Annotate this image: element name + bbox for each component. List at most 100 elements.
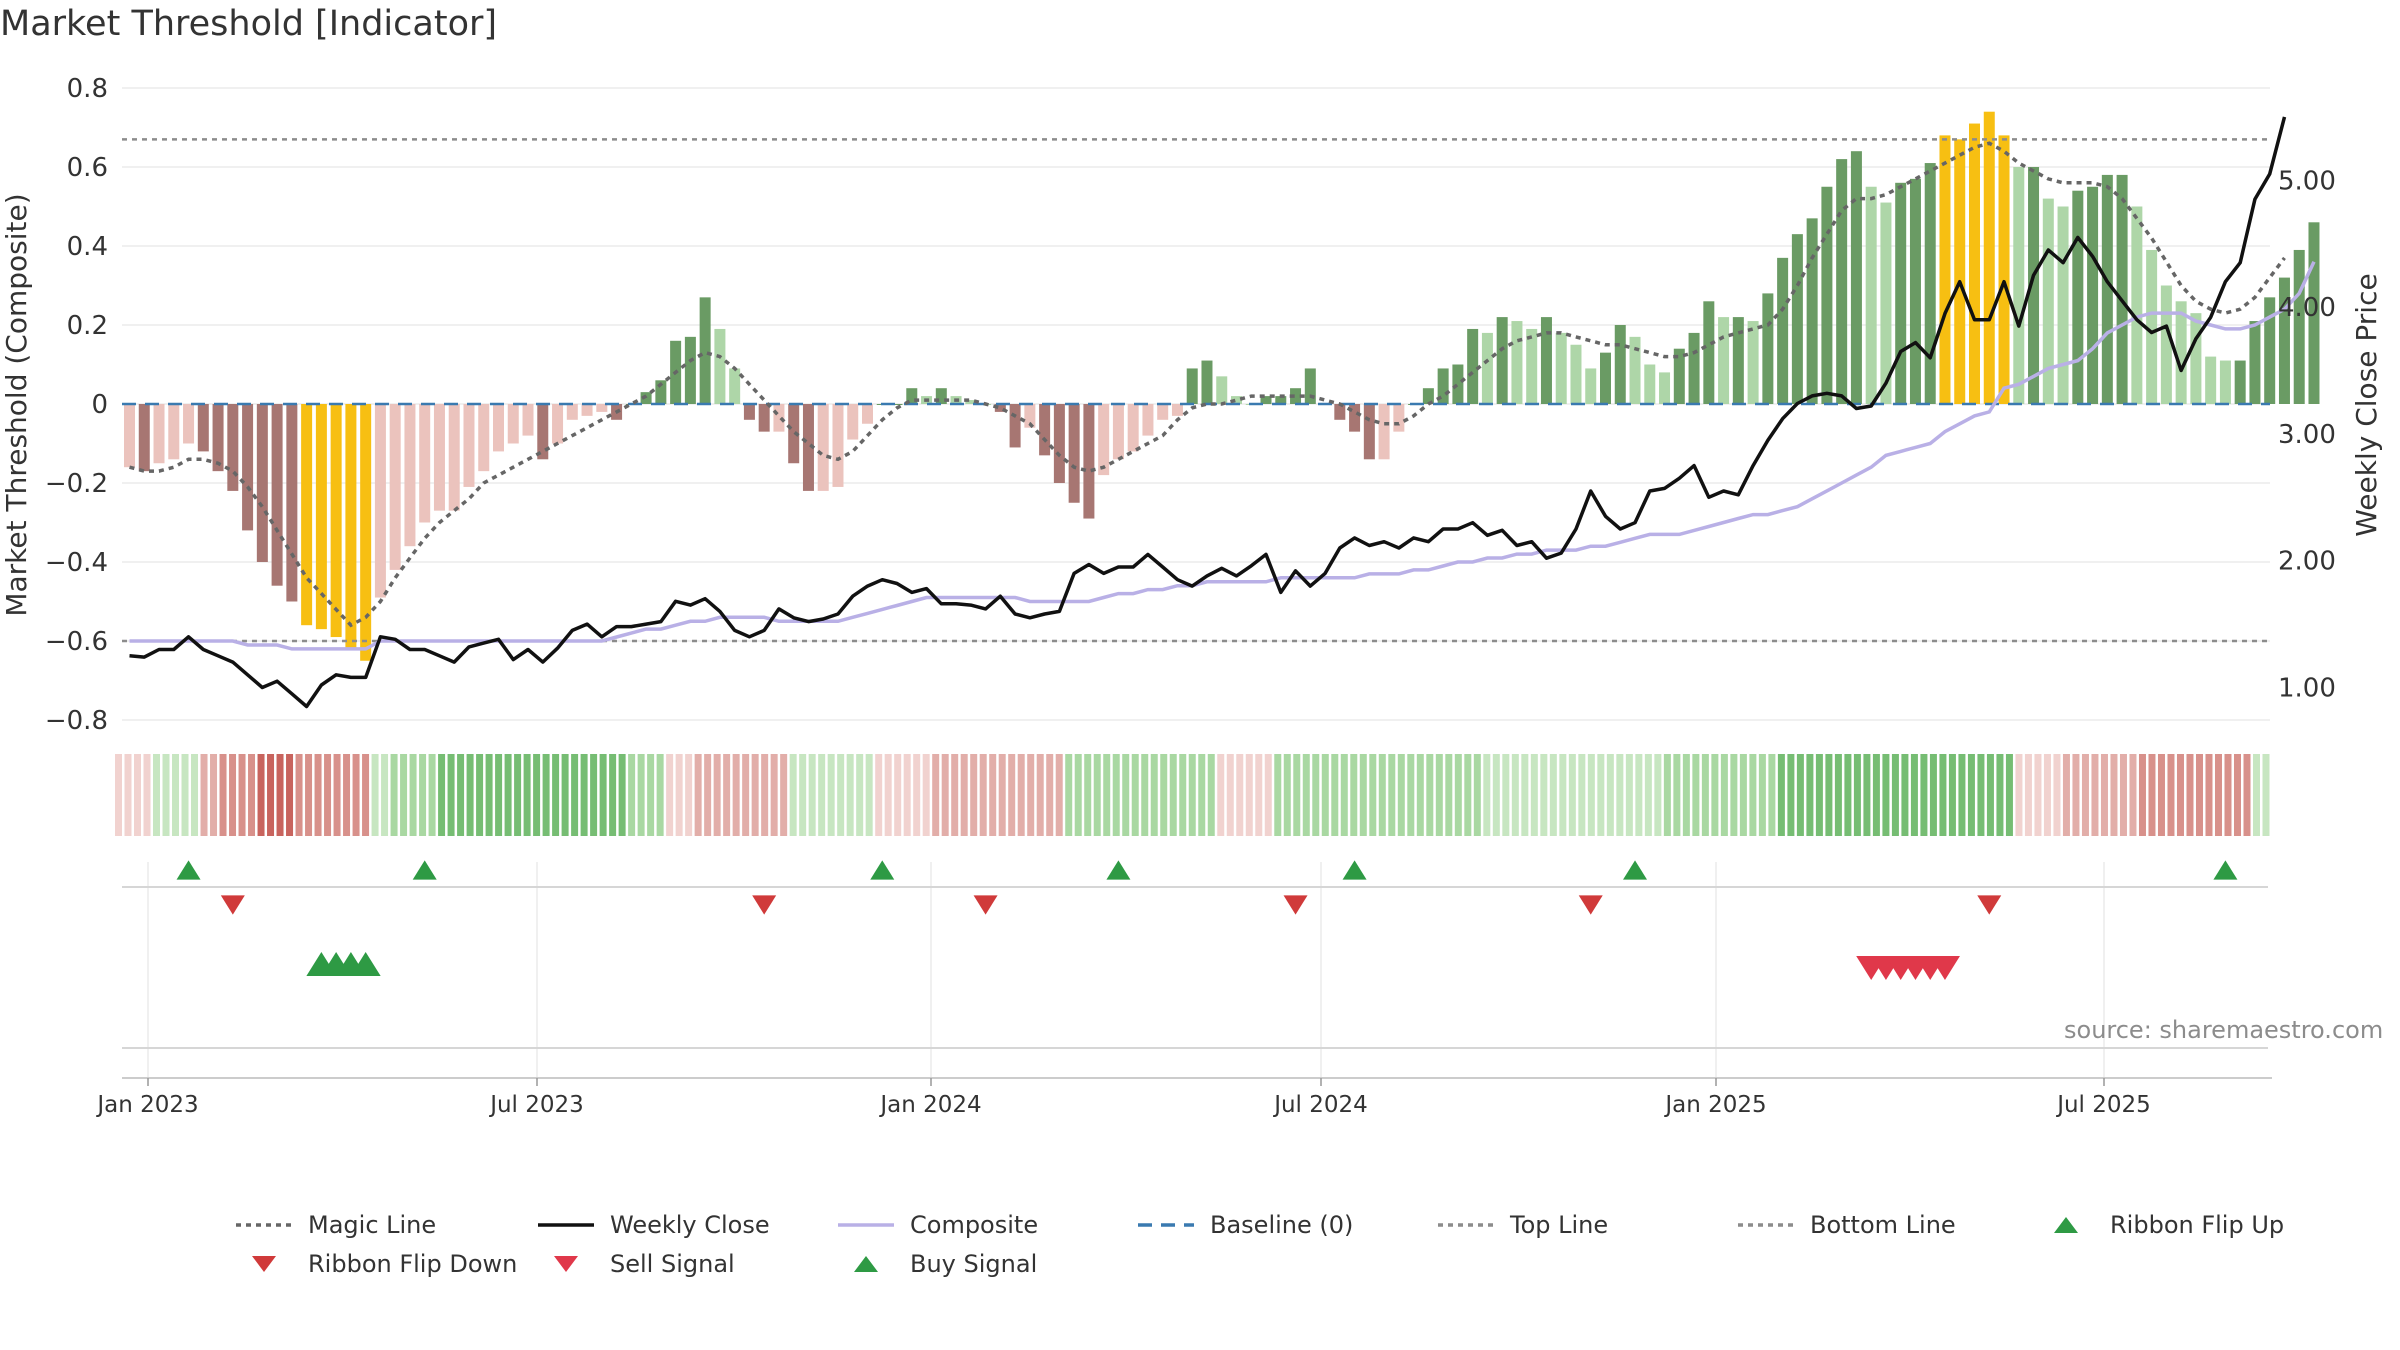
composite-bar bbox=[994, 404, 1006, 412]
composite-bar bbox=[1718, 317, 1730, 404]
ribbon-cell bbox=[1416, 754, 1424, 836]
composite-bar bbox=[1304, 368, 1316, 404]
ribbon-cell bbox=[295, 754, 303, 836]
ribbon-cell bbox=[1711, 754, 1719, 836]
ribbon-cell bbox=[1255, 754, 1263, 836]
ribbon-cell bbox=[219, 754, 227, 836]
ribbon-cell bbox=[618, 754, 626, 836]
ribbon-cell bbox=[1806, 754, 1814, 836]
composite-bar bbox=[817, 404, 829, 491]
ribbon-cell bbox=[1492, 754, 1500, 836]
y-left-tick-label: −0.2 bbox=[45, 469, 108, 499]
ribbon-cell bbox=[162, 754, 170, 836]
composite-bar bbox=[1290, 388, 1302, 404]
ribbon-cell bbox=[1568, 754, 1576, 836]
composite-bar bbox=[743, 404, 755, 420]
ribbon-cell bbox=[875, 754, 883, 836]
y-left-tick-label: −0.8 bbox=[45, 706, 108, 736]
composite-bar bbox=[1526, 328, 1538, 404]
composite-bar bbox=[2308, 222, 2320, 404]
composite-bar bbox=[2175, 301, 2187, 404]
ribbon-cell bbox=[846, 754, 854, 836]
ribbon-cell bbox=[704, 754, 712, 836]
y-left-tick-label: 0.2 bbox=[67, 311, 108, 341]
ribbon-flip-down-marker bbox=[220, 895, 245, 915]
ribbon-cell bbox=[1511, 754, 1519, 836]
ribbon-cell bbox=[1682, 754, 1690, 836]
ribbon-cell bbox=[941, 754, 949, 836]
ribbon-cell bbox=[675, 754, 683, 836]
y-left-tick-label: 0.6 bbox=[67, 153, 108, 183]
composite-bar bbox=[1673, 348, 1685, 404]
ribbon-cell bbox=[580, 754, 588, 836]
signal-rows bbox=[122, 860, 2268, 1080]
composite-bar bbox=[758, 404, 770, 432]
composite-bar bbox=[2087, 186, 2099, 404]
composite-bar bbox=[2160, 285, 2172, 404]
composite-bar bbox=[507, 404, 519, 444]
ribbon-cell bbox=[561, 754, 569, 836]
ribbon-flip-up-marker bbox=[176, 860, 201, 880]
ribbon-cell bbox=[1967, 754, 1975, 836]
composite-bar bbox=[1363, 404, 1375, 460]
composite-bar bbox=[2013, 167, 2025, 404]
composite-bar bbox=[729, 368, 741, 404]
ribbon-cell bbox=[2195, 754, 2203, 836]
x-tick-label: Jul 2023 bbox=[488, 1092, 584, 1118]
ribbon-cell bbox=[666, 754, 674, 836]
composite-bar bbox=[1969, 123, 1980, 405]
ribbon-cell bbox=[1122, 754, 1130, 836]
ribbon-cell bbox=[1986, 754, 1994, 836]
ribbon-cell bbox=[656, 754, 664, 836]
composite-bar bbox=[714, 328, 726, 404]
composite-bar bbox=[2234, 360, 2246, 404]
ribbon-cell bbox=[865, 754, 873, 836]
x-tick-label: Jul 2024 bbox=[1272, 1092, 1368, 1118]
ribbon-cell bbox=[1796, 754, 1804, 836]
ribbon-cell bbox=[2157, 754, 2165, 836]
ribbon-cell bbox=[1464, 754, 1472, 836]
composite-bar bbox=[138, 404, 150, 472]
composite-bar bbox=[1614, 325, 1626, 404]
composite-bar bbox=[2264, 297, 2276, 404]
composite-bar bbox=[2278, 277, 2290, 404]
ribbon-cell bbox=[134, 754, 142, 836]
ribbon-cell bbox=[1236, 754, 1244, 836]
ribbon-cell bbox=[1872, 754, 1880, 836]
composite-bar bbox=[1895, 182, 1907, 404]
ribbon-cell bbox=[1112, 754, 1120, 836]
ribbon-cell bbox=[1844, 754, 1852, 836]
ribbon-cell bbox=[685, 754, 693, 836]
x-tick-label: Jan 2024 bbox=[878, 1092, 981, 1118]
composite-bar bbox=[1880, 202, 1892, 404]
composite-bar bbox=[965, 400, 977, 404]
ribbon-cell bbox=[1188, 754, 1196, 836]
composite-bar bbox=[2219, 360, 2231, 404]
ribbon-cell bbox=[305, 754, 313, 836]
ribbon-cell bbox=[599, 754, 607, 836]
ribbon-cell bbox=[229, 754, 237, 836]
ribbon-cell bbox=[903, 754, 911, 836]
ribbon-cell bbox=[1758, 754, 1766, 836]
composite-bar bbox=[802, 404, 814, 491]
ribbon-cell bbox=[257, 754, 265, 836]
ribbon-cell bbox=[1663, 754, 1671, 836]
composite-bar bbox=[1452, 364, 1464, 404]
ribbon-cell bbox=[533, 754, 541, 836]
composite-bar bbox=[699, 297, 711, 404]
ribbon-cell bbox=[751, 754, 759, 836]
source-note: source: sharemaestro.com bbox=[2064, 1016, 2384, 1044]
composite-bar bbox=[1909, 178, 1921, 404]
composite-bar bbox=[1127, 404, 1139, 452]
composite-bar bbox=[2249, 321, 2261, 404]
ribbon-cell bbox=[1017, 754, 1025, 836]
composite-bar bbox=[1836, 159, 1848, 404]
composite-bar bbox=[1939, 135, 1951, 404]
ribbon-cell bbox=[457, 754, 465, 836]
ribbon-cell bbox=[970, 754, 978, 836]
ribbon-cell bbox=[1150, 754, 1158, 836]
composite-bar bbox=[1437, 368, 1449, 404]
y-axis-left-label: Market Threshold (Composite) bbox=[0, 193, 33, 616]
ribbon-cell bbox=[409, 754, 417, 836]
composite-bar bbox=[1201, 360, 1213, 404]
